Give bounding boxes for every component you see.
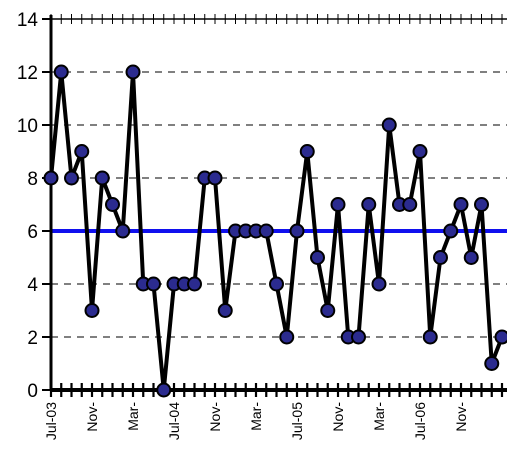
- y-tick-label: 14: [17, 10, 39, 31]
- data-point: [361, 197, 377, 212]
- series: [43, 64, 507, 398]
- data-point: [310, 250, 325, 265]
- data-point: [64, 170, 79, 186]
- data-point: [453, 197, 469, 212]
- x-tick-label: Mar-: [371, 402, 387, 431]
- data-point: [125, 64, 141, 80]
- data-point: [443, 223, 459, 239]
- x-tick-label: Jul-03: [43, 402, 59, 440]
- x-tick-label: Nov-: [453, 402, 469, 432]
- x-tick-label: Nov-: [330, 402, 346, 432]
- data-point: [217, 303, 233, 318]
- x-axis-tick-labels: Jul-03 Nov- Mar- Jul-04 Nov- Mar- Jul-05 Nov- Ma…: [43, 402, 469, 440]
- y-tick-label: 10: [17, 116, 38, 137]
- y-tick-label: 12: [17, 63, 38, 84]
- x-tick-label: Nov-: [84, 402, 100, 432]
- data-point: [146, 276, 161, 292]
- data-point: [279, 329, 295, 345]
- data-point: [494, 329, 507, 345]
- data-point: [351, 329, 366, 345]
- data-point: [187, 276, 202, 292]
- data-point: [299, 144, 315, 159]
- data-point: [371, 276, 387, 292]
- y-tick-label: 2: [27, 328, 38, 349]
- y-tick-label: 8: [27, 169, 38, 190]
- data-point: [94, 170, 110, 186]
- x-tick-label: Jul-05: [289, 402, 305, 440]
- data-point: [412, 144, 428, 159]
- data-point: [53, 64, 69, 80]
- y-axis-tick-labels: 0 2 4 6 8 10 12 14: [17, 10, 39, 402]
- data-point: [330, 197, 346, 212]
- data-point: [84, 303, 100, 318]
- x-tick-label: Jul-04: [166, 402, 182, 440]
- data-point: [433, 250, 448, 265]
- data-point: [156, 382, 172, 398]
- y-tick-label: 4: [27, 275, 38, 296]
- y-tick-label: 6: [27, 222, 38, 243]
- data-point: [74, 144, 90, 159]
- y-tick-label: 0: [27, 381, 38, 402]
- data-point: [381, 117, 397, 133]
- data-point: [258, 223, 274, 239]
- data-point: [320, 303, 336, 318]
- data-point: [402, 197, 418, 212]
- data-point: [115, 223, 131, 239]
- data-point: [463, 250, 479, 265]
- data-point: [43, 170, 59, 186]
- data-point: [207, 170, 223, 186]
- data-point: [422, 329, 438, 345]
- data-point: [484, 356, 500, 371]
- x-tick-label: Nov-: [207, 402, 223, 432]
- data-point: [269, 276, 284, 292]
- x-tick-label: Mar-: [125, 402, 141, 431]
- data-point: [289, 223, 305, 239]
- x-tick-label: Jul-06: [412, 402, 428, 440]
- x-tick-label: Mar-: [248, 402, 264, 431]
- data-point: [474, 197, 489, 212]
- data-point: [105, 197, 120, 212]
